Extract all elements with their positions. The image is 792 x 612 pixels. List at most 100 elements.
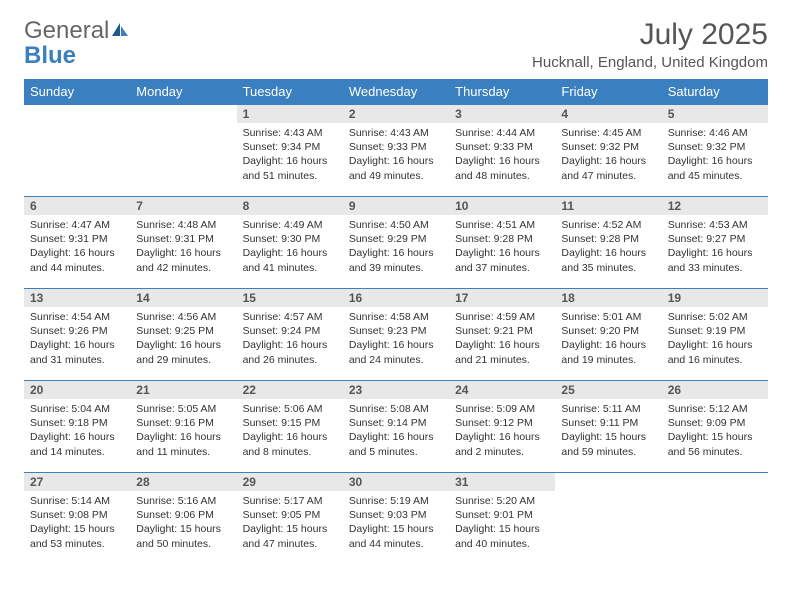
- day-header: Wednesday: [343, 79, 449, 105]
- day-details: Sunrise: 4:50 AMSunset: 9:29 PMDaylight:…: [343, 215, 449, 278]
- page-title: July 2025: [532, 18, 768, 52]
- day-number: 3: [449, 105, 555, 123]
- day-number: 2: [343, 105, 449, 123]
- day-number: 11: [555, 197, 661, 215]
- calendar-cell: 30Sunrise: 5:19 AMSunset: 9:03 PMDayligh…: [343, 473, 449, 565]
- calendar-cell: [130, 105, 236, 197]
- day-number: 14: [130, 289, 236, 307]
- calendar-cell: 17Sunrise: 4:59 AMSunset: 9:21 PMDayligh…: [449, 289, 555, 381]
- day-details: Sunrise: 4:56 AMSunset: 9:25 PMDaylight:…: [130, 307, 236, 370]
- calendar-cell: 28Sunrise: 5:16 AMSunset: 9:06 PMDayligh…: [130, 473, 236, 565]
- day-number: 17: [449, 289, 555, 307]
- day-details: Sunrise: 4:53 AMSunset: 9:27 PMDaylight:…: [662, 215, 768, 278]
- calendar-cell: 2Sunrise: 4:43 AMSunset: 9:33 PMDaylight…: [343, 105, 449, 197]
- calendar-cell: 29Sunrise: 5:17 AMSunset: 9:05 PMDayligh…: [237, 473, 343, 565]
- calendar-cell: 16Sunrise: 4:58 AMSunset: 9:23 PMDayligh…: [343, 289, 449, 381]
- day-number: 23: [343, 381, 449, 399]
- day-number: 30: [343, 473, 449, 491]
- calendar-week: 27Sunrise: 5:14 AMSunset: 9:08 PMDayligh…: [24, 473, 768, 565]
- calendar-cell: 15Sunrise: 4:57 AMSunset: 9:24 PMDayligh…: [237, 289, 343, 381]
- day-details: Sunrise: 5:04 AMSunset: 9:18 PMDaylight:…: [24, 399, 130, 462]
- day-details: Sunrise: 4:47 AMSunset: 9:31 PMDaylight:…: [24, 215, 130, 278]
- day-details: Sunrise: 4:45 AMSunset: 9:32 PMDaylight:…: [555, 123, 661, 186]
- calendar-cell: 6Sunrise: 4:47 AMSunset: 9:31 PMDaylight…: [24, 197, 130, 289]
- day-header: Sunday: [24, 79, 130, 105]
- calendar-cell: 12Sunrise: 4:53 AMSunset: 9:27 PMDayligh…: [662, 197, 768, 289]
- calendar-cell: 11Sunrise: 4:52 AMSunset: 9:28 PMDayligh…: [555, 197, 661, 289]
- day-number: 20: [24, 381, 130, 399]
- calendar-cell: 5Sunrise: 4:46 AMSunset: 9:32 PMDaylight…: [662, 105, 768, 197]
- calendar-week: 1Sunrise: 4:43 AMSunset: 9:34 PMDaylight…: [24, 105, 768, 197]
- calendar-cell: 14Sunrise: 4:56 AMSunset: 9:25 PMDayligh…: [130, 289, 236, 381]
- header: GeneralBlue July 2025 Hucknall, England,…: [24, 18, 768, 71]
- calendar-cell: 9Sunrise: 4:50 AMSunset: 9:29 PMDaylight…: [343, 197, 449, 289]
- calendar-body: 1Sunrise: 4:43 AMSunset: 9:34 PMDaylight…: [24, 105, 768, 565]
- day-header: Friday: [555, 79, 661, 105]
- day-details: Sunrise: 4:52 AMSunset: 9:28 PMDaylight:…: [555, 215, 661, 278]
- calendar-cell: 26Sunrise: 5:12 AMSunset: 9:09 PMDayligh…: [662, 381, 768, 473]
- calendar-cell: 25Sunrise: 5:11 AMSunset: 9:11 PMDayligh…: [555, 381, 661, 473]
- day-details: Sunrise: 5:16 AMSunset: 9:06 PMDaylight:…: [130, 491, 236, 554]
- day-number: 15: [237, 289, 343, 307]
- day-details: Sunrise: 4:54 AMSunset: 9:26 PMDaylight:…: [24, 307, 130, 370]
- day-details: Sunrise: 5:08 AMSunset: 9:14 PMDaylight:…: [343, 399, 449, 462]
- calendar-cell: 20Sunrise: 5:04 AMSunset: 9:18 PMDayligh…: [24, 381, 130, 473]
- day-details: Sunrise: 5:06 AMSunset: 9:15 PMDaylight:…: [237, 399, 343, 462]
- day-details: Sunrise: 4:44 AMSunset: 9:33 PMDaylight:…: [449, 123, 555, 186]
- day-details: Sunrise: 5:17 AMSunset: 9:05 PMDaylight:…: [237, 491, 343, 554]
- calendar-cell: 13Sunrise: 4:54 AMSunset: 9:26 PMDayligh…: [24, 289, 130, 381]
- day-header: Tuesday: [237, 79, 343, 105]
- day-number: 18: [555, 289, 661, 307]
- calendar-cell: [555, 473, 661, 565]
- day-header: Saturday: [662, 79, 768, 105]
- day-number: 31: [449, 473, 555, 491]
- day-number: 16: [343, 289, 449, 307]
- day-details: Sunrise: 5:20 AMSunset: 9:01 PMDaylight:…: [449, 491, 555, 554]
- day-details: Sunrise: 4:58 AMSunset: 9:23 PMDaylight:…: [343, 307, 449, 370]
- sail-icon: [111, 18, 131, 43]
- calendar-cell: 10Sunrise: 4:51 AMSunset: 9:28 PMDayligh…: [449, 197, 555, 289]
- calendar-cell: 4Sunrise: 4:45 AMSunset: 9:32 PMDaylight…: [555, 105, 661, 197]
- day-number: 28: [130, 473, 236, 491]
- day-number: 5: [662, 105, 768, 123]
- calendar-cell: [24, 105, 130, 197]
- calendar-cell: 19Sunrise: 5:02 AMSunset: 9:19 PMDayligh…: [662, 289, 768, 381]
- day-number: 4: [555, 105, 661, 123]
- calendar-cell: 31Sunrise: 5:20 AMSunset: 9:01 PMDayligh…: [449, 473, 555, 565]
- calendar-week: 20Sunrise: 5:04 AMSunset: 9:18 PMDayligh…: [24, 381, 768, 473]
- day-number: 1: [237, 105, 343, 123]
- day-number: 26: [662, 381, 768, 399]
- day-details: Sunrise: 5:11 AMSunset: 9:11 PMDaylight:…: [555, 399, 661, 462]
- day-details: Sunrise: 4:49 AMSunset: 9:30 PMDaylight:…: [237, 215, 343, 278]
- calendar-cell: 23Sunrise: 5:08 AMSunset: 9:14 PMDayligh…: [343, 381, 449, 473]
- day-number: 13: [24, 289, 130, 307]
- location-text: Hucknall, England, United Kingdom: [532, 54, 768, 71]
- day-details: Sunrise: 4:46 AMSunset: 9:32 PMDaylight:…: [662, 123, 768, 186]
- day-details: Sunrise: 4:43 AMSunset: 9:33 PMDaylight:…: [343, 123, 449, 186]
- day-number: 27: [24, 473, 130, 491]
- calendar-cell: [662, 473, 768, 565]
- day-details: Sunrise: 5:01 AMSunset: 9:20 PMDaylight:…: [555, 307, 661, 370]
- calendar-cell: 27Sunrise: 5:14 AMSunset: 9:08 PMDayligh…: [24, 473, 130, 565]
- day-details: Sunrise: 5:02 AMSunset: 9:19 PMDaylight:…: [662, 307, 768, 370]
- day-number: 22: [237, 381, 343, 399]
- day-number: 8: [237, 197, 343, 215]
- calendar-cell: 1Sunrise: 4:43 AMSunset: 9:34 PMDaylight…: [237, 105, 343, 197]
- day-details: Sunrise: 5:14 AMSunset: 9:08 PMDaylight:…: [24, 491, 130, 554]
- calendar-cell: 8Sunrise: 4:49 AMSunset: 9:30 PMDaylight…: [237, 197, 343, 289]
- day-details: Sunrise: 5:12 AMSunset: 9:09 PMDaylight:…: [662, 399, 768, 462]
- day-number: 6: [24, 197, 130, 215]
- day-number: 21: [130, 381, 236, 399]
- logo: GeneralBlue: [24, 18, 131, 68]
- day-number: 25: [555, 381, 661, 399]
- day-details: Sunrise: 4:43 AMSunset: 9:34 PMDaylight:…: [237, 123, 343, 186]
- calendar-week: 6Sunrise: 4:47 AMSunset: 9:31 PMDaylight…: [24, 197, 768, 289]
- calendar-table: SundayMondayTuesdayWednesdayThursdayFrid…: [24, 79, 768, 565]
- calendar-cell: 7Sunrise: 4:48 AMSunset: 9:31 PMDaylight…: [130, 197, 236, 289]
- day-details: Sunrise: 5:19 AMSunset: 9:03 PMDaylight:…: [343, 491, 449, 554]
- calendar-cell: 18Sunrise: 5:01 AMSunset: 9:20 PMDayligh…: [555, 289, 661, 381]
- day-details: Sunrise: 4:57 AMSunset: 9:24 PMDaylight:…: [237, 307, 343, 370]
- day-number: 19: [662, 289, 768, 307]
- day-details: Sunrise: 5:05 AMSunset: 9:16 PMDaylight:…: [130, 399, 236, 462]
- day-details: Sunrise: 5:09 AMSunset: 9:12 PMDaylight:…: [449, 399, 555, 462]
